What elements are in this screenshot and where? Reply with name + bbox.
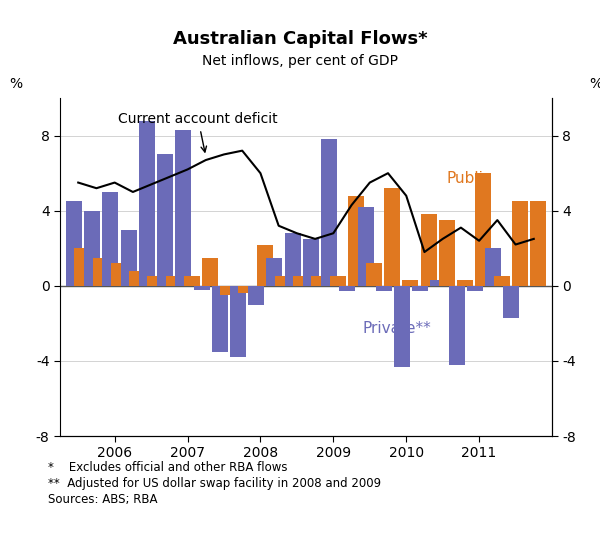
Bar bbox=[220, 286, 236, 295]
Bar bbox=[421, 215, 437, 286]
Bar bbox=[157, 154, 173, 286]
Bar bbox=[147, 276, 163, 286]
Bar bbox=[303, 239, 319, 286]
Bar bbox=[449, 286, 465, 365]
Bar bbox=[403, 280, 418, 286]
Bar bbox=[266, 258, 283, 286]
Bar bbox=[111, 263, 127, 286]
Text: Australian Capital Flows*: Australian Capital Flows* bbox=[173, 30, 427, 48]
Bar bbox=[384, 188, 400, 286]
Bar bbox=[467, 286, 483, 292]
Bar bbox=[412, 286, 428, 292]
Bar bbox=[311, 276, 328, 286]
Bar bbox=[129, 271, 145, 286]
Text: Sources: ABS; RBA: Sources: ABS; RBA bbox=[48, 493, 157, 506]
Bar bbox=[212, 286, 228, 352]
Bar bbox=[194, 286, 209, 289]
Bar bbox=[275, 276, 291, 286]
Bar bbox=[284, 233, 301, 286]
Bar bbox=[238, 286, 254, 293]
Bar bbox=[358, 207, 374, 286]
Bar bbox=[475, 173, 491, 286]
Bar bbox=[66, 201, 82, 286]
Bar bbox=[503, 286, 520, 318]
Bar bbox=[439, 220, 455, 286]
Bar bbox=[121, 229, 137, 286]
Bar bbox=[92, 258, 109, 286]
Text: **  Adjusted for US dollar swap facility in 2008 and 2009: ** Adjusted for US dollar swap facility … bbox=[48, 477, 381, 490]
Text: Current account deficit: Current account deficit bbox=[118, 112, 278, 152]
Bar bbox=[430, 280, 446, 286]
Text: Net inflows, per cent of GDP: Net inflows, per cent of GDP bbox=[202, 54, 398, 69]
Bar bbox=[103, 192, 118, 286]
Bar bbox=[293, 276, 309, 286]
Bar bbox=[348, 196, 364, 286]
Bar bbox=[530, 201, 546, 286]
Bar bbox=[175, 130, 191, 286]
Bar bbox=[248, 286, 264, 305]
Bar bbox=[494, 276, 509, 286]
Bar bbox=[394, 286, 410, 367]
Bar bbox=[366, 263, 382, 286]
Text: *    Excludes official and other RBA flows: * Excludes official and other RBA flows bbox=[48, 461, 287, 474]
Bar bbox=[340, 286, 355, 292]
Text: %: % bbox=[9, 77, 22, 92]
Text: %: % bbox=[590, 77, 600, 92]
Bar bbox=[230, 286, 246, 357]
Bar bbox=[166, 276, 182, 286]
Bar bbox=[376, 286, 392, 292]
Bar bbox=[184, 276, 200, 286]
Text: Public: Public bbox=[446, 171, 491, 186]
Text: Private**: Private** bbox=[362, 321, 431, 336]
Bar bbox=[321, 140, 337, 286]
Bar bbox=[74, 249, 91, 286]
Bar bbox=[512, 201, 528, 286]
Bar bbox=[257, 245, 272, 286]
Bar bbox=[457, 280, 473, 286]
Bar bbox=[84, 211, 100, 286]
Bar bbox=[202, 258, 218, 286]
Bar bbox=[139, 120, 155, 286]
Bar bbox=[329, 276, 346, 286]
Bar bbox=[485, 249, 501, 286]
